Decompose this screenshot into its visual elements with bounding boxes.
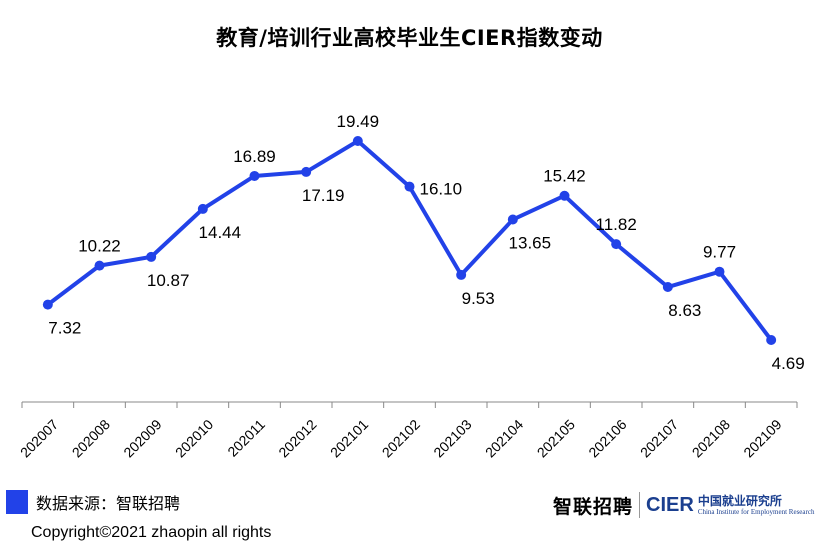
data-label: 13.65 xyxy=(509,234,552,253)
data-label: 8.63 xyxy=(668,301,701,320)
x-tick-label: 202007 xyxy=(17,416,61,460)
data-point xyxy=(249,170,260,181)
data-label: 4.69 xyxy=(772,354,805,373)
cier-logo: CIER xyxy=(646,493,694,516)
x-tick-label: 202104 xyxy=(482,416,526,460)
cier-name-cn: 中国就业研究所 xyxy=(697,493,782,508)
data-label: 14.44 xyxy=(199,223,242,242)
data-label: 15.42 xyxy=(543,167,586,186)
x-tick-label: 202102 xyxy=(379,416,423,460)
x-tick-label: 202009 xyxy=(120,416,164,460)
data-label: 11.82 xyxy=(596,215,637,234)
x-tick-label: 202012 xyxy=(275,416,319,460)
data-point xyxy=(42,299,53,310)
data-points xyxy=(42,136,777,345)
data-point xyxy=(146,251,157,262)
data-label: 19.49 xyxy=(337,112,380,131)
data-label: 16.89 xyxy=(233,147,276,166)
data-point xyxy=(197,203,208,214)
x-axis xyxy=(21,401,798,408)
x-tick-label: 202011 xyxy=(224,416,268,460)
data-label: 10.22 xyxy=(78,237,121,256)
data-point xyxy=(766,335,777,345)
data-label: 7.32 xyxy=(48,319,81,338)
cier-name-en: China Institute for Employment Research xyxy=(697,507,815,516)
x-tick-label: 202109 xyxy=(740,416,784,460)
source-text: 数据来源：智联招聘 xyxy=(36,494,181,513)
data-label: 9.53 xyxy=(462,289,495,308)
data-point xyxy=(301,166,312,177)
x-tick-label: 202107 xyxy=(637,416,681,460)
x-tick-label: 202108 xyxy=(689,416,733,460)
cier-logo-text: 中国就业研究所 China Institute for Employment R… xyxy=(698,495,815,516)
series-line xyxy=(46,139,773,342)
data-point xyxy=(611,239,622,250)
legend-swatch xyxy=(6,490,28,514)
x-tick-label: 202101 xyxy=(327,416,371,460)
data-label: 10.87 xyxy=(147,271,190,290)
zhilian-logo: 智联招聘 xyxy=(553,495,634,518)
source-note: 数据来源：智联招聘 xyxy=(6,488,180,516)
data-point xyxy=(404,181,415,192)
data-point xyxy=(662,282,673,293)
copyright: Copyright©2021 zhaopin all rights xyxy=(31,524,272,541)
data-point xyxy=(714,266,725,277)
line-chart: 7.32 10.22 10.87 14.44 16.89 17.19 19.49 16.10 9… xyxy=(17,112,805,461)
logo-area: 智联招聘 CIER 中国就业研究所 China Institute for Em… xyxy=(553,488,814,522)
data-label: 16.10 xyxy=(420,180,463,199)
data-label: 17.19 xyxy=(302,186,345,205)
data-point xyxy=(94,260,105,271)
chart-title: 教育/培训行业高校毕业生CIER指数变动 xyxy=(216,26,603,50)
data-labels: 7.32 10.22 10.87 14.44 16.89 17.19 19.49 16.10 9… xyxy=(48,112,804,373)
series-line-layer xyxy=(46,139,773,342)
x-tick-label: 202008 xyxy=(69,416,113,460)
data-point xyxy=(559,190,570,201)
logo-divider xyxy=(639,492,641,518)
data-point xyxy=(456,269,467,280)
data-point xyxy=(507,214,518,225)
x-tick-label: 202010 xyxy=(172,416,216,460)
x-tick-label: 202106 xyxy=(585,416,629,460)
x-tick-label: 202105 xyxy=(534,416,578,460)
data-point xyxy=(352,136,363,146)
x-tick-label: 202103 xyxy=(430,416,474,460)
data-label: 9.77 xyxy=(703,243,736,262)
x-tick-labels: 202007 202008 202009 202010 202011 202012 2021… xyxy=(17,416,785,460)
